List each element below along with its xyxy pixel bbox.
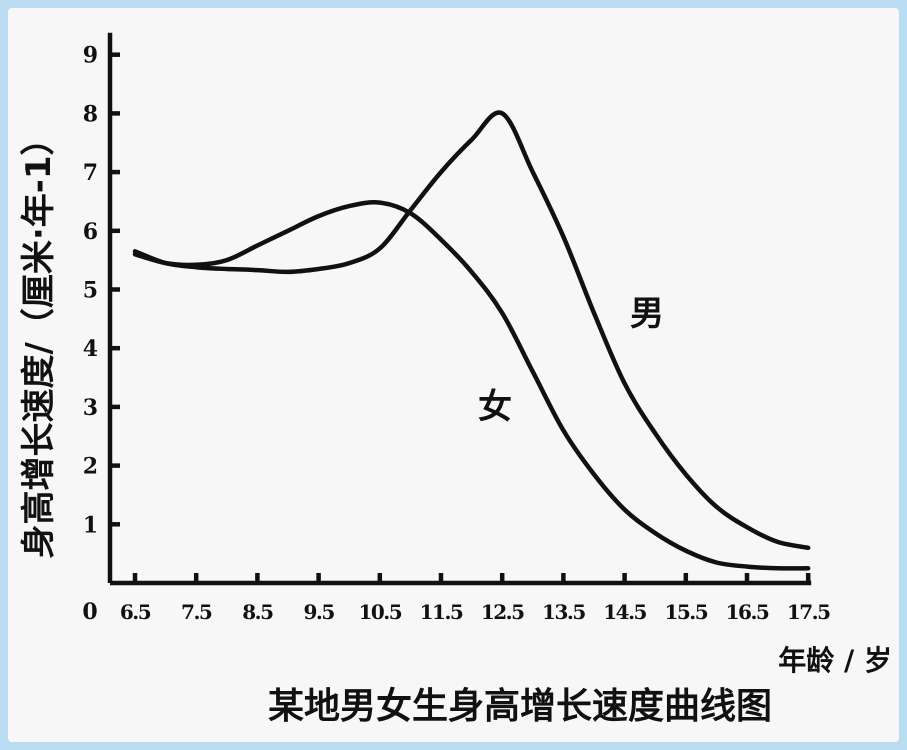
series-labels: 男女 (478, 294, 664, 427)
x-tick-label: 15.5 (664, 600, 707, 624)
x-tick-label: 14.5 (603, 600, 646, 624)
y-tick-label: 9 (83, 43, 98, 69)
series-lines (132, 110, 811, 571)
x-tick-label: 16.5 (726, 600, 769, 624)
y-tick-label: 2 (83, 454, 98, 480)
x-tick-label: 17.5 (787, 600, 830, 624)
y-tick-label: 1 (83, 512, 98, 538)
axes (107, 32, 812, 586)
y-tick-label: 6 (83, 219, 98, 245)
x-axis-label: 年龄 / 岁 (778, 644, 892, 677)
x-tick-label: 13.5 (542, 600, 585, 624)
x-tick-label: 6.5 (120, 600, 151, 624)
chart-title: 某地男女生身高增长速度曲线图 (268, 686, 772, 727)
chart-panel (8, 8, 899, 742)
x-tick-label: 8.5 (242, 600, 273, 624)
x-tick-label: 7.5 (181, 600, 212, 624)
series-line-female (132, 200, 811, 571)
series-label-male: 男 (630, 294, 664, 334)
y-tick-label: 8 (83, 101, 98, 127)
y-axis-label: 身高增长速度/（厘米·年-1） (19, 121, 59, 558)
y-ticks: 1 2 3 4 5 6 7 8 9 (83, 43, 120, 538)
x-tick-label: 12.5 (481, 600, 524, 624)
x-tick-label: 9.5 (303, 600, 334, 624)
x-tick-label: 11.5 (420, 600, 463, 624)
y-tick-label: 3 (83, 395, 98, 421)
origin-label: 0 (82, 599, 97, 625)
x-tick-label: 10.5 (358, 600, 401, 624)
y-tick-label: 5 (83, 278, 98, 304)
y-tick-label: 4 (83, 336, 98, 362)
series-line-male (132, 110, 811, 551)
y-tick-label: 7 (83, 160, 98, 186)
series-label-female: 女 (478, 387, 512, 427)
x-ticks: 6.5 7.5 8.5 9.5 10.5 11.5 12.5 13.5 14.5 15.5 16.5… (120, 573, 832, 624)
